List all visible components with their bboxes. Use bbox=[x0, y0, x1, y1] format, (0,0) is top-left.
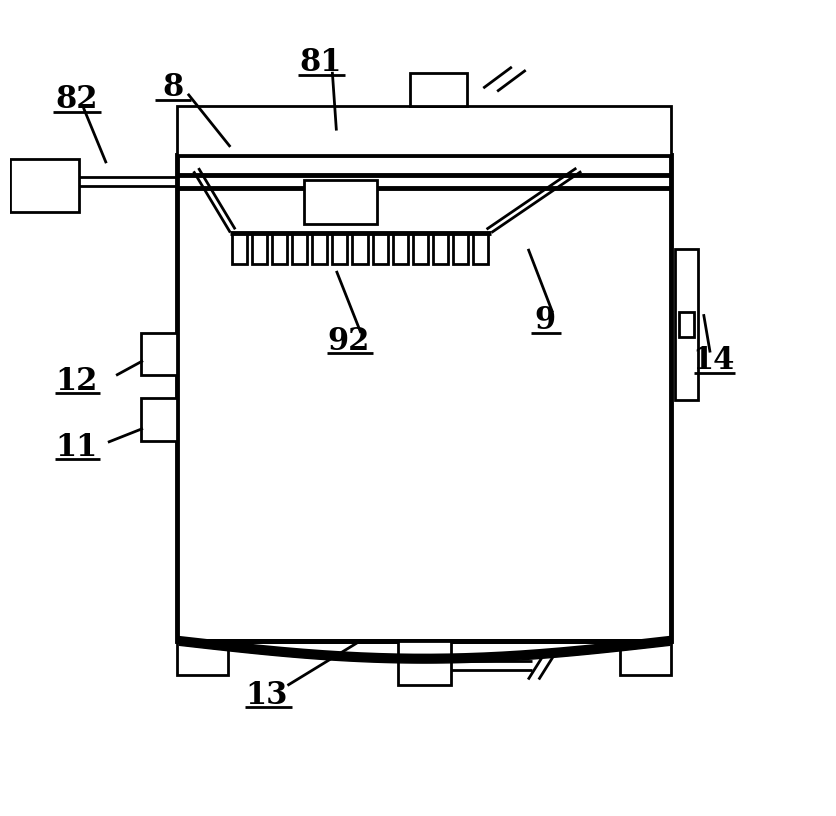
Bar bbox=[313, 233, 328, 264]
Bar bbox=[413, 233, 428, 264]
Bar bbox=[10, 159, 79, 212]
Bar bbox=[410, 73, 467, 106]
Text: 14: 14 bbox=[692, 345, 735, 376]
Bar bbox=[232, 233, 247, 264]
Bar bbox=[453, 233, 468, 264]
Text: 12: 12 bbox=[56, 366, 98, 397]
Text: 81: 81 bbox=[299, 47, 341, 78]
Bar bbox=[333, 233, 348, 264]
Bar bbox=[679, 312, 694, 336]
Text: 82: 82 bbox=[56, 84, 98, 115]
Bar bbox=[393, 233, 408, 264]
Bar bbox=[293, 233, 308, 264]
Bar bbox=[675, 249, 698, 400]
Bar bbox=[140, 398, 177, 441]
Bar bbox=[140, 333, 177, 375]
Text: 92: 92 bbox=[328, 326, 370, 357]
Bar bbox=[620, 641, 671, 675]
Text: 8: 8 bbox=[162, 72, 184, 103]
Bar bbox=[303, 180, 377, 224]
Bar bbox=[177, 641, 228, 675]
Text: 9: 9 bbox=[534, 305, 555, 336]
Bar bbox=[252, 233, 267, 264]
Bar bbox=[473, 233, 488, 264]
Bar bbox=[373, 233, 388, 264]
Text: 13: 13 bbox=[246, 680, 288, 711]
Bar bbox=[272, 233, 287, 264]
Text: 11: 11 bbox=[56, 432, 98, 463]
Bar bbox=[398, 641, 451, 685]
Bar bbox=[177, 155, 671, 641]
Bar bbox=[177, 106, 671, 155]
Bar bbox=[433, 233, 448, 264]
Bar bbox=[353, 233, 368, 264]
